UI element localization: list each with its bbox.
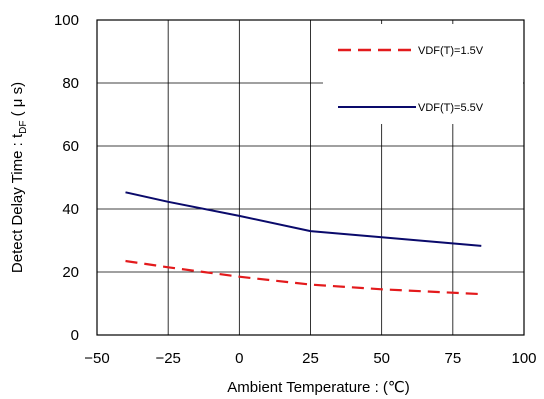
y-axis-title: Detect Delay Time : tDF ( μ s) — [9, 82, 29, 273]
y-tick-label: 60 — [62, 138, 79, 155]
y-tick-labels: 0 20 40 60 80 100 — [54, 12, 79, 344]
x-tick-label: 50 — [373, 350, 390, 367]
y-tick-label: 40 — [62, 201, 79, 218]
legend-label-1.5v: VDF(T)=1.5V — [418, 45, 484, 57]
x-tick-label: −50 — [84, 350, 109, 367]
x-tick-labels: −50 −25 0 25 50 75 100 — [84, 350, 536, 367]
series-line-5.5v — [125, 191, 482, 247]
series-lines — [125, 191, 482, 296]
y-tick-label: 0 — [71, 327, 79, 344]
legend: VDF(T)=1.5V VDF(T)=5.5V — [323, 24, 523, 124]
y-tick-label: 80 — [62, 75, 79, 92]
x-tick-label: −25 — [155, 350, 180, 367]
y-axis-title-suffix: ( μ s) — [9, 82, 26, 121]
y-tick-label: 20 — [62, 264, 79, 281]
x-axis-title: Ambient Temperature : (℃) — [227, 379, 409, 396]
y-axis-title-subscript: DF — [18, 121, 29, 134]
legend-label-5.5v: VDF(T)=5.5V — [418, 102, 484, 114]
series-line-1.5v — [125, 259, 482, 296]
plot-frame — [96, 19, 525, 336]
x-tick-label: 75 — [444, 350, 461, 367]
y-axis-title-prefix: Detect Delay Time : t — [9, 133, 26, 273]
x-tick-label: 100 — [511, 350, 536, 367]
x-tick-label: 0 — [235, 350, 243, 367]
y-tick-label: 100 — [54, 12, 79, 29]
x-tick-label: 25 — [302, 350, 319, 367]
